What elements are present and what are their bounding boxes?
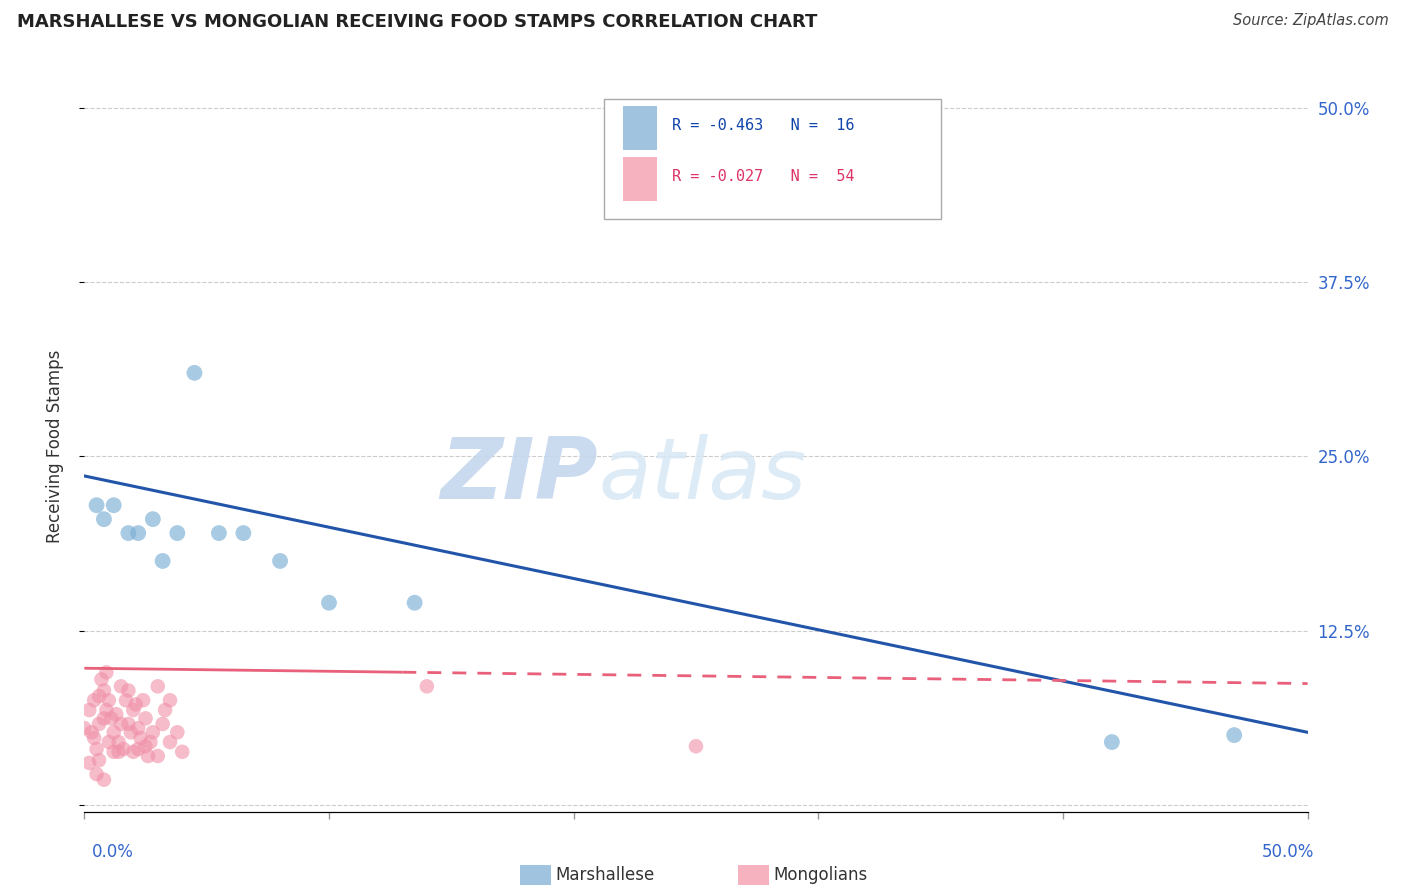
Point xyxy=(135,739,157,754)
Point xyxy=(146,749,169,764)
Point xyxy=(318,596,340,610)
Point xyxy=(87,753,110,767)
Point xyxy=(93,512,115,526)
Point xyxy=(115,693,138,707)
Point xyxy=(159,735,181,749)
Text: 0.0%: 0.0% xyxy=(91,843,134,861)
Point xyxy=(136,749,159,764)
Point xyxy=(127,721,149,735)
Point xyxy=(117,717,139,731)
Point xyxy=(172,745,194,759)
Point xyxy=(152,554,174,568)
Point xyxy=(166,725,188,739)
Point xyxy=(97,693,120,707)
Point xyxy=(96,703,118,717)
Point xyxy=(142,725,165,739)
Point xyxy=(83,731,105,745)
Point xyxy=(93,772,115,787)
Point xyxy=(93,683,115,698)
Point xyxy=(135,711,157,725)
Point xyxy=(404,596,426,610)
Point xyxy=(122,703,145,717)
Text: R = -0.463   N =  16: R = -0.463 N = 16 xyxy=(672,118,853,133)
Text: R = -0.027   N =  54: R = -0.027 N = 54 xyxy=(672,169,853,185)
Point xyxy=(125,698,148,712)
Point xyxy=(117,683,139,698)
Point xyxy=(100,711,122,725)
Point xyxy=(139,735,162,749)
Point xyxy=(142,512,165,526)
Point xyxy=(105,707,128,722)
Point xyxy=(166,526,188,541)
Point xyxy=(77,703,100,717)
Point xyxy=(685,739,707,754)
Point xyxy=(1223,728,1246,742)
Point xyxy=(122,745,145,759)
Point xyxy=(269,554,291,568)
Point xyxy=(73,721,96,735)
Point xyxy=(93,711,115,725)
Point xyxy=(107,735,129,749)
Text: Source: ZipAtlas.com: Source: ZipAtlas.com xyxy=(1233,13,1389,29)
Point xyxy=(112,742,135,756)
Text: MARSHALLESE VS MONGOLIAN RECEIVING FOOD STAMPS CORRELATION CHART: MARSHALLESE VS MONGOLIAN RECEIVING FOOD … xyxy=(17,13,817,31)
Bar xyxy=(623,157,657,201)
Point xyxy=(152,717,174,731)
Point xyxy=(90,673,112,687)
Point xyxy=(110,679,132,693)
Point xyxy=(127,526,149,541)
Point xyxy=(83,693,105,707)
Point xyxy=(97,735,120,749)
Point xyxy=(146,679,169,693)
Text: 50.0%: 50.0% xyxy=(1263,843,1315,861)
Point xyxy=(1101,735,1123,749)
Text: Mongolians: Mongolians xyxy=(773,866,868,884)
Point xyxy=(416,679,439,693)
Point xyxy=(117,526,139,541)
Point xyxy=(80,725,103,739)
Point xyxy=(132,693,155,707)
Text: Marshallese: Marshallese xyxy=(555,866,655,884)
Y-axis label: Receiving Food Stamps: Receiving Food Stamps xyxy=(45,350,63,542)
Point xyxy=(87,717,110,731)
Point xyxy=(103,745,125,759)
Point xyxy=(86,498,108,512)
Point xyxy=(103,498,125,512)
Point xyxy=(183,366,205,380)
Bar xyxy=(623,106,657,150)
Point xyxy=(208,526,231,541)
Point xyxy=(129,731,152,745)
Point xyxy=(103,725,125,739)
Point xyxy=(86,742,108,756)
Point xyxy=(159,693,181,707)
Point xyxy=(87,689,110,703)
Text: atlas: atlas xyxy=(598,434,806,516)
Point xyxy=(232,526,254,541)
Point xyxy=(77,756,100,770)
Text: ZIP: ZIP xyxy=(440,434,598,516)
FancyBboxPatch shape xyxy=(605,99,941,219)
Point xyxy=(120,725,142,739)
Point xyxy=(110,717,132,731)
Point xyxy=(86,767,108,781)
Point xyxy=(107,745,129,759)
Point xyxy=(96,665,118,680)
Point xyxy=(153,703,176,717)
Point xyxy=(127,742,149,756)
